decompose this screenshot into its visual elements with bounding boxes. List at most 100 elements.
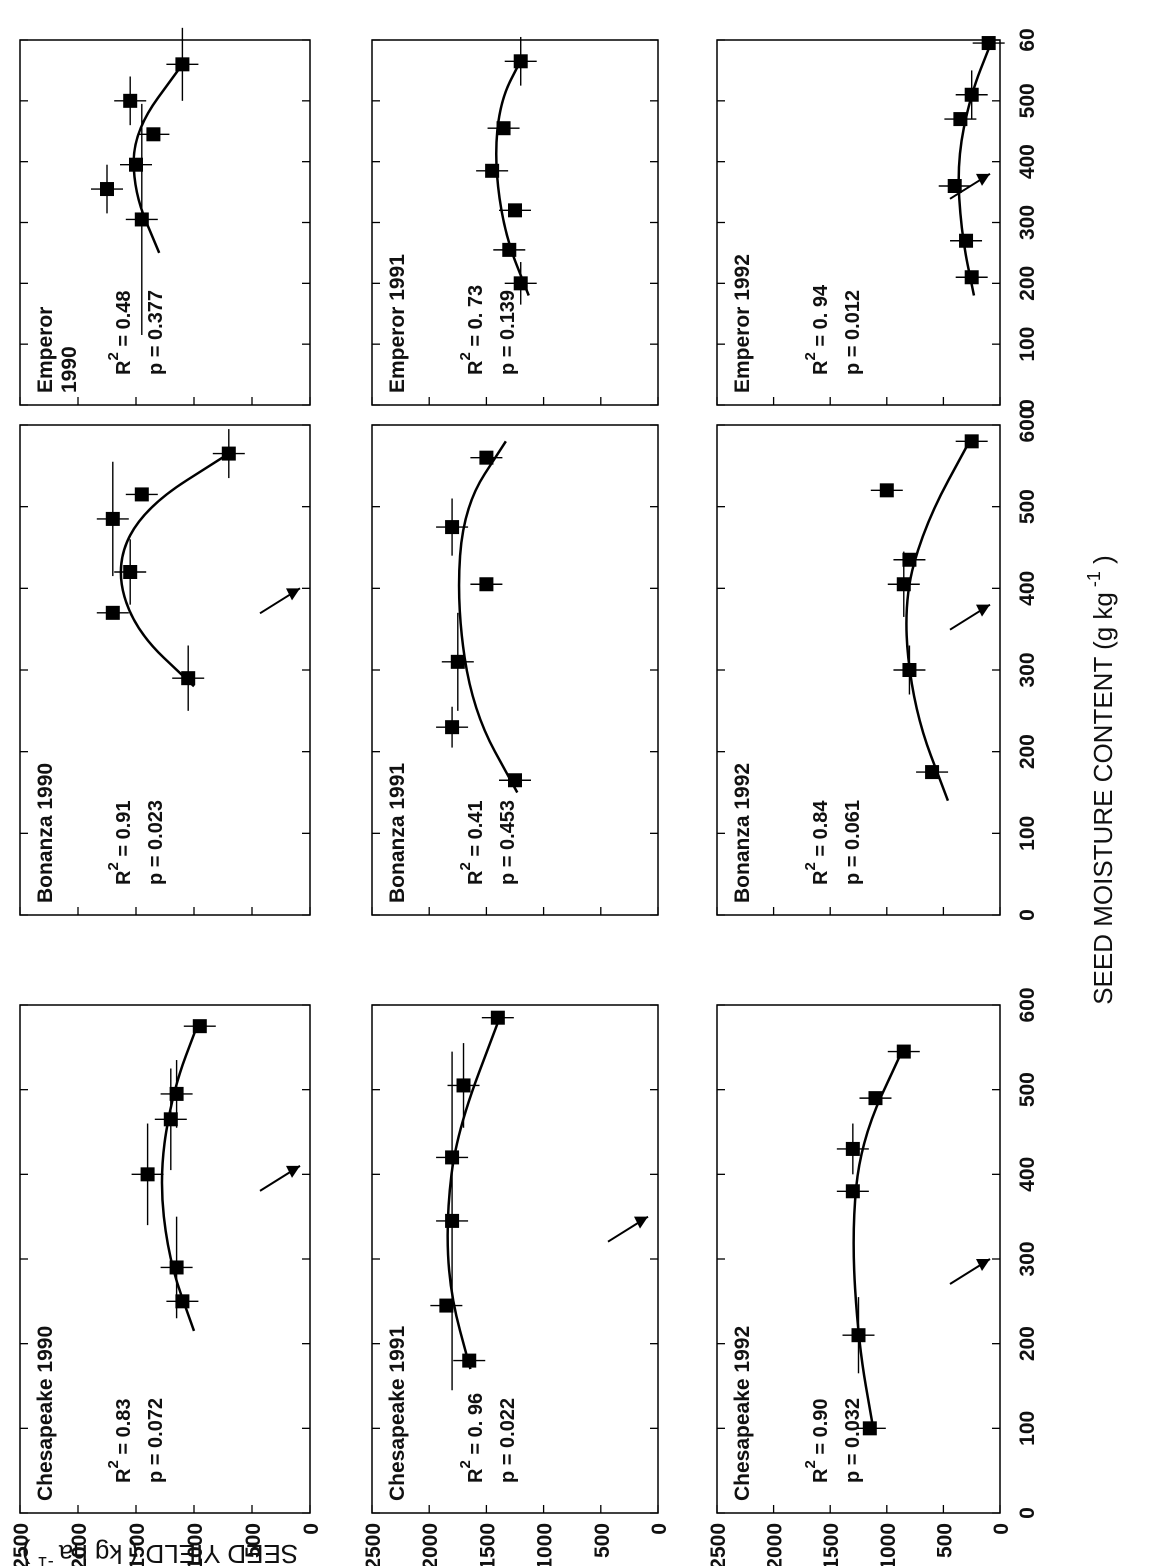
data-point xyxy=(221,446,236,461)
data-point xyxy=(123,565,138,579)
p-value: p = 0.012 xyxy=(842,290,864,375)
data-point xyxy=(851,1328,866,1343)
data-point xyxy=(105,605,120,620)
fit-curve xyxy=(957,42,993,296)
data-point xyxy=(925,765,940,780)
r-squared: R2 = 0.41 xyxy=(457,800,487,885)
data-point xyxy=(896,1044,911,1059)
data-point xyxy=(496,121,511,136)
x-tick-label: 500 xyxy=(1016,489,1039,524)
y-tick-label: 0 xyxy=(990,1523,1013,1535)
x-tick-label: 0 xyxy=(1016,1507,1039,1519)
panel-title: Emperor 1991 xyxy=(386,254,409,393)
r-squared: R2 = 0. 94 xyxy=(802,284,832,375)
x-tick-label: 300 xyxy=(1016,205,1039,240)
x-tick-label: 200 xyxy=(1016,266,1039,301)
x-tick-label: 500 xyxy=(1016,1072,1039,1107)
data-point xyxy=(445,720,460,735)
panel-5: Bonanza 1992 R2 = 0.84 p = 0.061 xyxy=(716,424,1001,916)
x-tick-label: 0 xyxy=(1016,909,1039,921)
fit-curve xyxy=(160,1021,200,1332)
data-point xyxy=(105,511,120,526)
y-tick-label: 2500 xyxy=(707,1523,730,1566)
data-point xyxy=(879,483,894,498)
data-point xyxy=(163,1112,178,1127)
data-point xyxy=(169,1260,184,1275)
y-tick-label: 0 xyxy=(648,1523,671,1535)
optimum-arrowhead xyxy=(976,604,990,617)
optimum-arrowhead xyxy=(976,1259,990,1271)
panel-title: Bonanza 1990 xyxy=(34,763,57,903)
r-squared: R2 = 0. 96 xyxy=(457,1393,487,1483)
data-point xyxy=(462,1353,477,1368)
fit-curve xyxy=(495,57,530,296)
panel-title: Emperor1990 xyxy=(34,307,81,393)
p-value: p = 0.139 xyxy=(497,290,519,375)
x-tick-label: 300 xyxy=(1016,1241,1039,1276)
data-point xyxy=(479,450,494,465)
x-tick-label: 200 xyxy=(1016,1326,1039,1361)
y-tick-label: 1000 xyxy=(184,1523,207,1566)
data-point xyxy=(445,1213,460,1228)
panel-title: Chesapeake 1992 xyxy=(731,1326,754,1501)
panel-7: Emperor 1991 R2 = 0. 73 p = 0.139 xyxy=(371,36,659,406)
fit-curve xyxy=(852,1046,905,1429)
p-value: p = 0.377 xyxy=(145,290,167,375)
x-tick-label: 400 xyxy=(1016,144,1039,179)
fit-curve xyxy=(132,63,184,254)
y-tick-label: 2500 xyxy=(362,1523,385,1566)
y-tick-label: 500 xyxy=(591,1523,614,1558)
x-tick-label: 200 xyxy=(1016,734,1039,769)
data-point xyxy=(845,1184,860,1199)
data-point xyxy=(953,112,968,127)
panel-title: Chesapeake 1990 xyxy=(34,1326,57,1501)
y-tick-label: 2000 xyxy=(419,1523,442,1566)
r-squared: R2 = 0.91 xyxy=(105,800,135,885)
r-squared: R2 = 0.90 xyxy=(802,1398,832,1483)
data-point xyxy=(513,276,528,291)
data-point xyxy=(445,1150,460,1165)
data-point xyxy=(450,654,465,669)
fit-curve xyxy=(119,452,230,688)
p-value: p = 0.072 xyxy=(145,1398,167,1483)
data-point xyxy=(964,87,979,102)
fit-curve xyxy=(457,440,519,794)
x-tick-label: 600 xyxy=(1016,987,1039,1022)
data-point xyxy=(456,1078,471,1093)
data-point xyxy=(485,163,500,178)
data-point xyxy=(964,434,979,449)
x-tick-label: 100 xyxy=(1016,327,1039,362)
y-tick-label: 1500 xyxy=(820,1523,843,1566)
data-point xyxy=(175,1294,190,1309)
data-point xyxy=(902,663,917,677)
p-value: p = 0.061 xyxy=(842,800,864,885)
optimum-arrowhead xyxy=(634,1216,648,1229)
data-point xyxy=(902,552,917,567)
data-point xyxy=(146,127,161,142)
x-tick-label: 600 xyxy=(1016,407,1039,442)
r-squared: R2 = 0.83 xyxy=(105,1398,135,1483)
data-point xyxy=(123,93,138,108)
y-tick-label: 1000 xyxy=(534,1523,557,1566)
x-tick-label: 100 xyxy=(1016,816,1039,851)
x-tick-label: 0 xyxy=(1016,399,1039,411)
x-axis-title: SEED MOISTURE CONTENT (g kg -1 ) xyxy=(1084,555,1118,1005)
data-point xyxy=(845,1141,860,1156)
x-tick-label: 500 xyxy=(1016,83,1039,118)
data-point xyxy=(134,212,149,227)
panel-2: Chesapeake 1992 R2 = 0.90 p = 0.032 xyxy=(716,1004,1001,1514)
p-value: p = 0.023 xyxy=(145,800,167,885)
panel-grid: Chesapeake 1990 R2 = 0.83 p = 0.072 Chesape… xyxy=(19,27,1005,1514)
optimum-arrowhead xyxy=(286,1165,300,1178)
data-point xyxy=(140,1167,155,1182)
data-point xyxy=(100,182,114,197)
x-tick-label: 400 xyxy=(1016,1157,1039,1192)
fit-curve xyxy=(905,436,973,802)
data-point xyxy=(502,242,517,257)
optimum-arrowhead xyxy=(286,588,300,601)
y-tick-label: 1500 xyxy=(476,1523,499,1566)
optimum-arrowhead xyxy=(976,173,990,186)
y-tick-label: 2000 xyxy=(68,1523,91,1566)
data-point xyxy=(896,577,911,592)
